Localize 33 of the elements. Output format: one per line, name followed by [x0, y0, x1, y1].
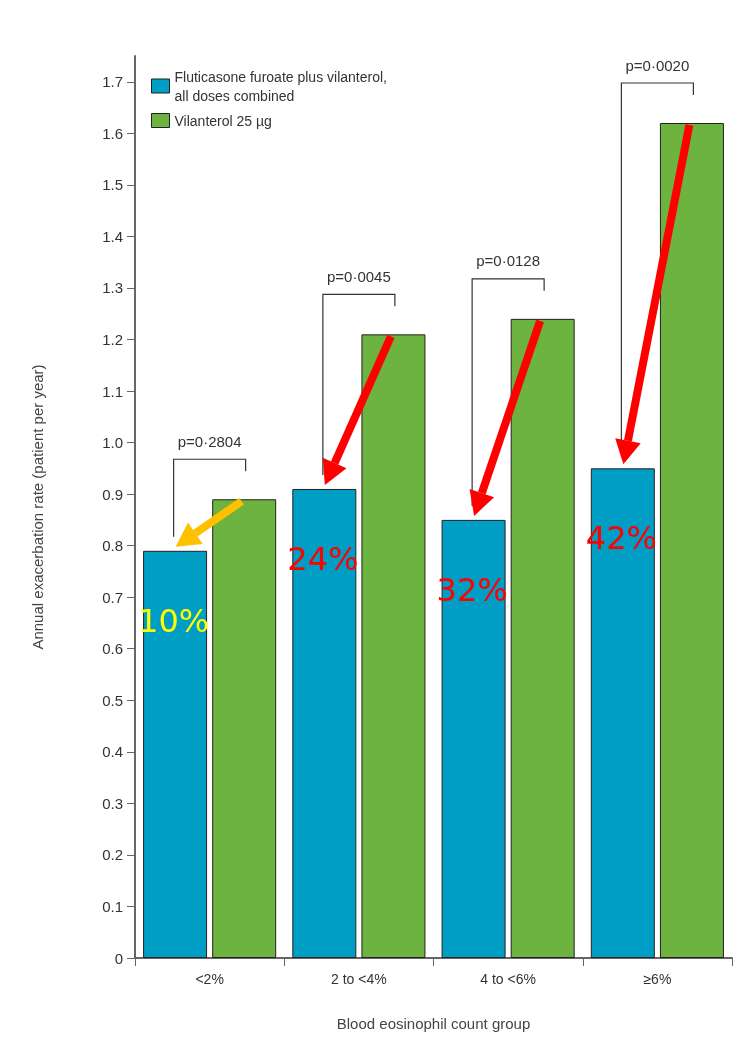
x-tick-label: 4 to <6% — [480, 971, 536, 987]
y-tick-label: 1.4 — [102, 227, 123, 245]
y-tick-label: 1.6 — [102, 124, 123, 142]
y-tick-label: 0.4 — [102, 743, 123, 761]
x-axis-title: Blood eosinophil count group — [336, 1015, 531, 1032]
annotation: p=0·2804 — [177, 432, 242, 450]
y-tick-label: 0.6 — [102, 640, 123, 658]
legend-label: Fluticasone furoate plus vilanterol, all doses combined — [174, 68, 391, 104]
y-tick-label: 1.0 — [102, 434, 123, 452]
y-tick-label: 0.7 — [102, 588, 123, 606]
bar — [441, 519, 506, 958]
y-tick-label: 1.3 — [102, 279, 123, 297]
y-axis-title: Annual exacerbation rate (patient per year) — [29, 364, 46, 650]
legend-label: Vilanterol 25 µg — [174, 112, 272, 129]
y-tick-label: 1.1 — [102, 382, 123, 400]
x-tick-label: ≥6% — [643, 971, 672, 987]
y-tick-label: 0.9 — [102, 485, 123, 503]
annotation: p=0·0045 — [326, 267, 391, 285]
y-tick-label: 1.7 — [102, 73, 123, 91]
y-tick-label: 1.5 — [102, 176, 123, 194]
y-tick-label: 1.2 — [102, 330, 123, 348]
x-tick-label: <2% — [195, 971, 224, 987]
y-tick-label: 0.3 — [102, 794, 123, 812]
y-tick-label: 0.1 — [102, 897, 123, 915]
y-tick-label: 0.5 — [102, 691, 123, 709]
y-tick-label: 0.2 — [102, 846, 123, 864]
bar — [212, 499, 277, 958]
bar — [143, 550, 208, 958]
annotation: p=0·0128 — [476, 252, 541, 270]
y-tick-label: 0 — [114, 949, 123, 967]
annotation: p=0·0020 — [625, 56, 690, 74]
x-tick-label: 2 to <4% — [331, 971, 387, 987]
y-tick-label: 0.8 — [102, 537, 123, 555]
